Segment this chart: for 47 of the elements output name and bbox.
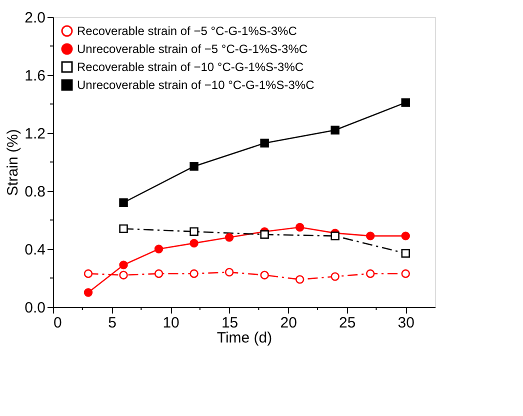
- point: [330, 232, 340, 240]
- point: [295, 275, 304, 284]
- x-tick-label: 25: [339, 314, 356, 332]
- y-tick-label: 0.4: [24, 242, 46, 258]
- point: [401, 248, 410, 258]
- point: [260, 138, 269, 148]
- x-tick-label: 20: [280, 314, 297, 332]
- legend-label: Recoverable strain of −10 °C-G-1%S-3%C: [77, 60, 304, 74]
- x-tick-label: 30: [398, 314, 414, 332]
- point: [119, 260, 128, 270]
- point: [154, 269, 164, 278]
- legend-label: Recoverable strain of −5 °C-G-1%S-3%C: [77, 24, 298, 38]
- y-tick-label: 1.6: [24, 68, 46, 84]
- point: [224, 268, 234, 277]
- legend-label: Unrecoverable strain of −5 °C-G-1%S-3%C: [77, 42, 308, 56]
- point: [119, 198, 128, 207]
- y-tick-label: 1.2: [24, 126, 46, 142]
- point: [119, 224, 128, 234]
- point: [190, 238, 198, 248]
- y-tick-label: 2.0: [24, 10, 46, 26]
- x-tick-label: 15: [221, 314, 238, 332]
- y-tick-label: 0.8: [24, 184, 46, 200]
- x-axis-title: Time (d): [216, 330, 272, 346]
- point: [119, 270, 128, 280]
- point: [366, 232, 375, 240]
- point: [366, 269, 375, 278]
- point: [260, 230, 269, 239]
- point: [401, 269, 410, 278]
- point: [190, 269, 198, 278]
- y-axis-title: Strain (%): [4, 129, 22, 196]
- point: [84, 269, 93, 278]
- point: [224, 233, 234, 242]
- x-tick-label: 10: [162, 314, 180, 332]
- point: [154, 244, 164, 254]
- point: [295, 222, 304, 232]
- point: [330, 272, 340, 281]
- x-tick-label: 0: [54, 314, 62, 332]
- point: [84, 288, 93, 297]
- point: [260, 270, 269, 280]
- point: [401, 232, 410, 240]
- x-tick-label: 5: [108, 314, 116, 332]
- y-tick-label: 0.0: [24, 300, 46, 316]
- point: [401, 98, 410, 107]
- point: [190, 227, 198, 236]
- point: [190, 162, 198, 171]
- legend-label: Unrecoverable strain of −10 °C-G-1%S-3%C: [77, 78, 315, 92]
- point: [330, 126, 340, 134]
